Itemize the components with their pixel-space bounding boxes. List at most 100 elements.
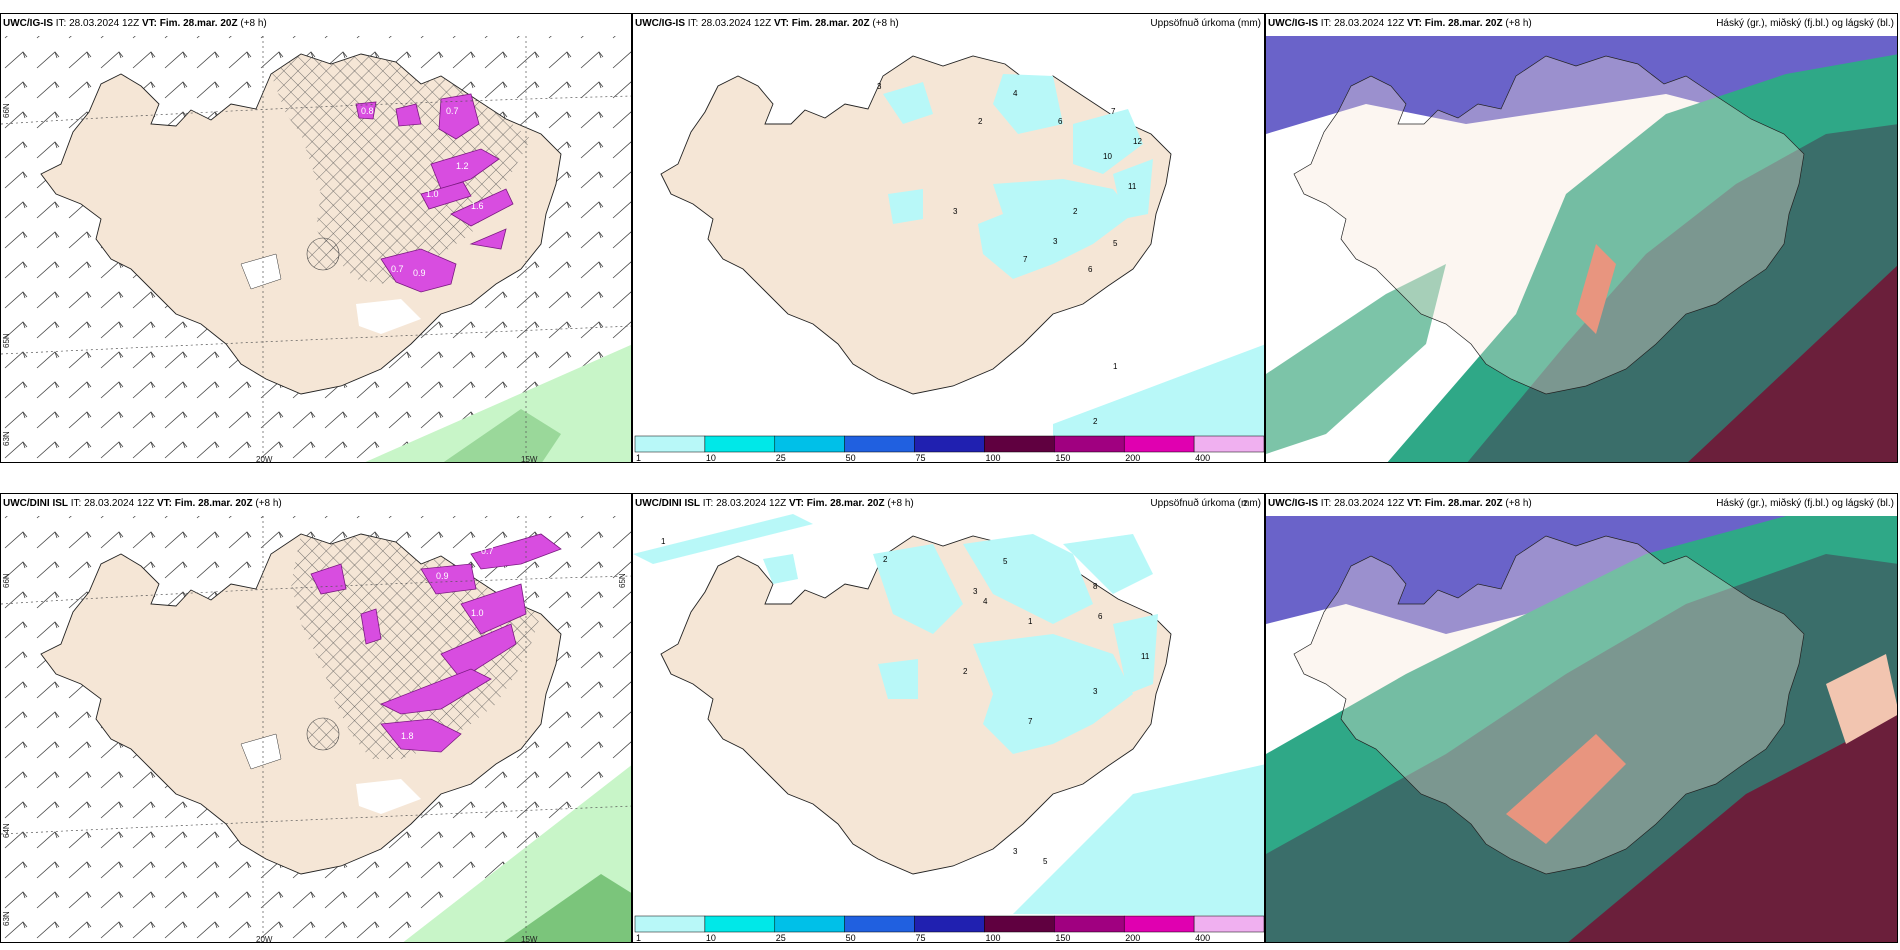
colorbar-segment xyxy=(984,435,1055,453)
colorbar-label: 75 xyxy=(916,453,926,463)
svg-text:15W: 15W xyxy=(521,455,538,463)
colorbar-label: 50 xyxy=(846,933,856,943)
svg-text:3: 3 xyxy=(1053,237,1058,246)
svg-text:4: 4 xyxy=(983,597,988,606)
panel-header: UWC/IG-IS IT: 28.03.2024 12Z VT: Fim. 28… xyxy=(635,18,899,29)
svg-text:1.6: 1.6 xyxy=(471,201,484,211)
grid-labels: 66N 65N 64N 63N 20W 15W xyxy=(2,573,627,943)
svg-text:3: 3 xyxy=(1093,687,1098,696)
svg-text:10: 10 xyxy=(1103,152,1112,161)
colorbar-segment xyxy=(914,435,985,453)
map-panel-dini-precip: UWC/DINI ISL IT: 28.03.2024 12Z VT: Fim.… xyxy=(632,493,1265,943)
colorbar-segment xyxy=(1054,915,1125,933)
svg-text:0.9: 0.9 xyxy=(413,268,426,278)
svg-text:12: 12 xyxy=(1133,137,1142,146)
colorbar-segment xyxy=(704,915,776,933)
precip-colorbar: 1 10 25 50 75 100 150 200 400 xyxy=(634,915,1264,943)
iceland-outline xyxy=(1293,55,1805,395)
colorbar-label: 100 xyxy=(985,933,1000,943)
precip-colorbar: 1 10 25 50 75 100 150 200 400 xyxy=(634,435,1264,463)
colorbar-segment xyxy=(1193,435,1264,453)
value-labels: 0.7 1.2 0.7 0.9 1.6 1.0 0.8 xyxy=(361,106,484,278)
map-panel-igis-precip: UWC/IG-IS IT: 28.03.2024 12Z VT: Fim. 28… xyxy=(632,13,1265,463)
panel-header: UWC/DINI ISL IT: 28.03.2024 12Z VT: Fim.… xyxy=(635,498,914,509)
svg-text:1: 1 xyxy=(1113,362,1118,371)
svg-text:0.9: 0.9 xyxy=(436,571,449,581)
svg-text:6: 6 xyxy=(1098,612,1103,621)
map-panel-igis-wind: UWC/IG-IS IT: 28.03.2024 12Z VT: Fim. 28… xyxy=(0,13,632,463)
magenta-precip-blobs xyxy=(355,93,514,293)
svg-text:15W: 15W xyxy=(521,935,538,943)
svg-text:3: 3 xyxy=(973,587,978,596)
colorbar-label: 10 xyxy=(706,453,716,463)
precip-numbers: 2 5 8 3 6 4 11 1 2 3 7 3 5 1 2 xyxy=(661,499,1248,866)
colorbar-label: 200 xyxy=(1125,933,1140,943)
svg-text:5: 5 xyxy=(1003,557,1008,566)
colorbar-segment xyxy=(774,915,845,933)
svg-text:5: 5 xyxy=(1113,239,1118,248)
map-panel-dini-clouds: UWC/IG-IS IT: 28.03.2024 12Z VT: Fim. 28… xyxy=(1265,493,1898,943)
colorbar-label: 150 xyxy=(1055,453,1070,463)
grid-labels: 66N 65N 63N 20W 15W xyxy=(2,103,538,463)
colorbar-label: 400 xyxy=(1195,453,1210,463)
colorbar-segment xyxy=(774,435,845,453)
high-cloud xyxy=(1266,36,1897,154)
map-panel-igis-clouds: UWC/IG-IS IT: 28.03.2024 12Z VT: Fim. 28… xyxy=(1265,13,1898,463)
svg-text:3: 3 xyxy=(1013,847,1018,856)
svg-text:7: 7 xyxy=(1028,717,1033,726)
precip-light-areas xyxy=(883,74,1153,279)
svg-text:11: 11 xyxy=(1128,182,1137,191)
svg-text:64N: 64N xyxy=(2,823,11,838)
colorbar-segment xyxy=(634,915,706,933)
map-canvas xyxy=(1266,494,1897,942)
svg-text:1.0: 1.0 xyxy=(426,189,439,199)
svg-text:63N: 63N xyxy=(2,911,11,926)
colorbar-segment xyxy=(844,915,915,933)
map-canvas: 0.7 1.2 0.7 0.9 1.6 1.0 0.8 66N 65N 63N … xyxy=(1,36,631,463)
colorbar-label: 50 xyxy=(846,453,856,463)
map-panel-dini-wind: UWC/DINI ISL IT: 28.03.2024 12Z VT: Fim.… xyxy=(0,493,632,943)
svg-text:66N: 66N xyxy=(2,103,11,118)
svg-text:0.7: 0.7 xyxy=(481,546,494,556)
svg-text:4: 4 xyxy=(1013,89,1018,98)
colorbar-label: 200 xyxy=(1125,453,1140,463)
sea-precip-area xyxy=(1053,344,1264,436)
colorbar-segment xyxy=(844,435,915,453)
svg-text:65N: 65N xyxy=(2,333,11,348)
precip-light-areas xyxy=(763,534,1158,754)
map-canvas xyxy=(1266,14,1897,462)
colorbar-segment xyxy=(1123,915,1195,933)
svg-text:2: 2 xyxy=(978,117,983,126)
panel-title-right: Háský (gr.), miðský (fj.bl.) og lágský (… xyxy=(1716,18,1894,29)
sea-precip-green xyxy=(365,344,631,462)
svg-text:3: 3 xyxy=(953,207,958,216)
panel-title-right: Háský (gr.), miðský (fj.bl.) og lágský (… xyxy=(1716,498,1894,509)
colorbar-segment xyxy=(704,435,776,453)
svg-text:20W: 20W xyxy=(256,935,273,943)
snow-hatch-area xyxy=(291,534,541,759)
colorbar-segment xyxy=(1193,915,1264,933)
map-canvas: 0.7 1.0 1.8 0.9 66N 65N 64N 63N 20W 15W xyxy=(1,516,631,943)
svg-text:20W: 20W xyxy=(256,455,273,463)
svg-text:7: 7 xyxy=(1111,107,1116,116)
svg-text:1: 1 xyxy=(1028,617,1033,626)
panel-title-right: Uppsöfnuð úrkoma (mm) xyxy=(1150,498,1261,509)
magenta-precip-blobs xyxy=(310,533,562,753)
svg-text:1: 1 xyxy=(661,537,666,546)
colorbar-segment xyxy=(984,915,1055,933)
svg-text:0.8: 0.8 xyxy=(361,106,374,116)
svg-text:63N: 63N xyxy=(2,431,11,446)
sea-precip-area xyxy=(1013,764,1264,916)
svg-text:2: 2 xyxy=(1093,417,1098,426)
svg-text:6: 6 xyxy=(1088,265,1093,274)
colorbar-label: 400 xyxy=(1195,933,1210,943)
svg-text:1.8: 1.8 xyxy=(401,731,414,741)
svg-text:1.2: 1.2 xyxy=(456,161,469,171)
colorbar-label: 25 xyxy=(776,933,786,943)
panel-header: UWC/IG-IS IT: 28.03.2024 12Z VT: Fim. 28… xyxy=(1268,18,1532,29)
panel-header: UWC/DINI ISL IT: 28.03.2024 12Z VT: Fim.… xyxy=(3,498,282,509)
svg-text:6: 6 xyxy=(1058,117,1063,126)
iceland-landmass xyxy=(660,55,1172,395)
iceland-outline xyxy=(1293,535,1805,875)
colorbar-label: 25 xyxy=(776,453,786,463)
